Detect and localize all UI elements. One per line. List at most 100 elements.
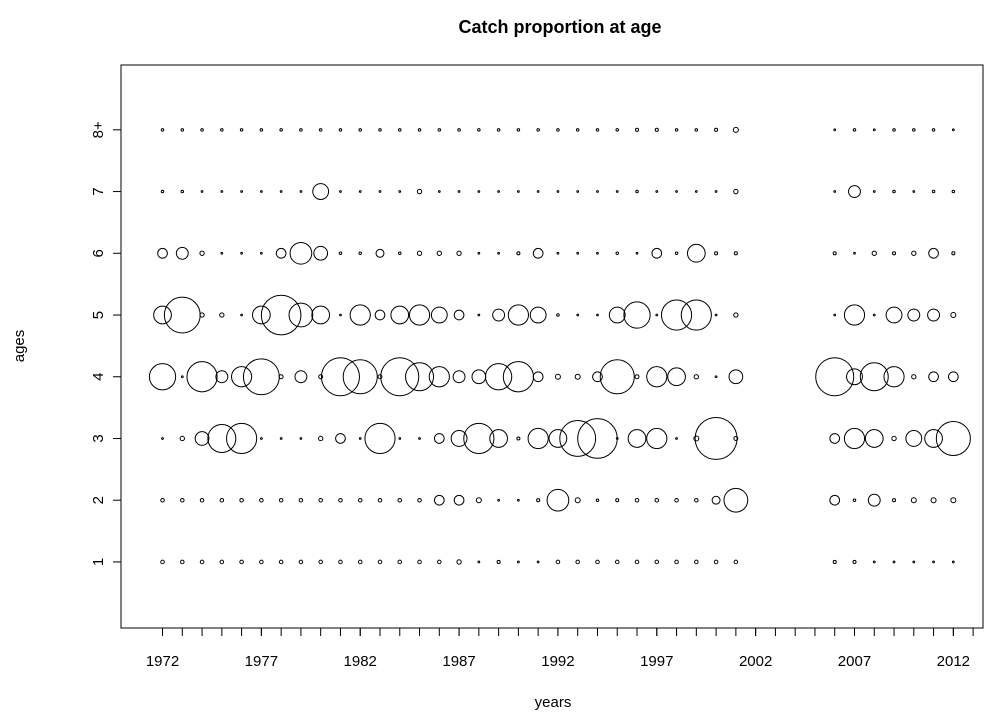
bubble	[693, 435, 700, 442]
bubble	[950, 497, 957, 504]
bubble	[577, 418, 618, 459]
bubble	[596, 251, 599, 255]
bubble	[596, 313, 599, 317]
bubble	[892, 189, 896, 194]
bubble	[456, 559, 462, 565]
bubble	[935, 420, 971, 457]
bubble	[358, 128, 362, 132]
bubble	[546, 488, 570, 512]
bubble	[675, 437, 678, 440]
bubble	[349, 304, 371, 326]
bubble	[207, 423, 237, 453]
bubble	[161, 437, 164, 440]
bubble	[635, 189, 639, 194]
bubble	[516, 436, 521, 441]
bubble	[833, 190, 837, 193]
bubble	[294, 370, 308, 384]
bubble	[219, 559, 225, 565]
bubble	[872, 128, 876, 132]
bubble	[853, 251, 856, 255]
bubble	[430, 306, 448, 324]
bubble	[615, 251, 619, 256]
bubble	[338, 251, 343, 256]
bubble	[194, 431, 210, 446]
bubble	[950, 312, 957, 319]
bubble	[576, 251, 580, 255]
bubble	[417, 128, 422, 132]
bubble	[872, 190, 876, 193]
bubble	[907, 308, 921, 322]
bubble	[318, 128, 323, 132]
bubble	[852, 128, 857, 132]
bubble	[651, 247, 663, 259]
bubble	[596, 190, 599, 193]
bubble	[200, 128, 204, 132]
bubble	[595, 128, 600, 132]
x-tick-label: 2012	[937, 653, 970, 670]
bubble	[829, 433, 841, 444]
bubble	[732, 126, 739, 133]
bubble	[930, 497, 937, 504]
bubble	[477, 128, 481, 132]
bubble	[397, 559, 403, 565]
bubble	[694, 417, 738, 460]
bubble	[390, 305, 410, 325]
bubble	[714, 190, 718, 193]
bubble	[536, 190, 540, 193]
bubble	[634, 559, 640, 565]
bubble	[714, 375, 718, 379]
bubble	[289, 241, 313, 265]
bubble	[436, 250, 442, 256]
bubble	[680, 299, 712, 331]
bubble	[318, 497, 323, 503]
bubble	[654, 127, 659, 132]
bubble	[891, 435, 897, 442]
bubble	[694, 497, 699, 503]
bubble	[259, 190, 263, 193]
bubble	[674, 559, 679, 565]
bubble	[220, 190, 224, 193]
bubble	[298, 497, 304, 503]
bubble	[951, 189, 956, 194]
bubble	[457, 190, 461, 193]
bubble	[592, 371, 603, 383]
bubble	[931, 189, 936, 194]
y-tick-label: 5	[90, 311, 107, 319]
bubble	[556, 313, 560, 317]
chart-title: Catch proportion at age	[458, 17, 661, 37]
bubble	[278, 374, 284, 380]
bubble	[574, 373, 581, 380]
bubble	[576, 313, 580, 317]
bubble	[654, 559, 660, 565]
bubble	[911, 374, 917, 380]
bubble	[713, 559, 719, 565]
bubble	[574, 497, 581, 504]
bubble	[180, 128, 185, 132]
x-tick-label: 1992	[541, 653, 574, 670]
bubble	[852, 559, 857, 564]
bubble	[433, 433, 445, 444]
x-tick-label: 1982	[344, 653, 377, 670]
bubble	[259, 559, 264, 565]
bubble	[554, 373, 561, 380]
bubble	[318, 374, 324, 380]
bubble	[924, 429, 943, 448]
bubble	[575, 559, 580, 565]
bubble	[675, 190, 678, 193]
bubble	[160, 128, 165, 132]
bubble	[532, 371, 544, 383]
bubble	[299, 437, 303, 440]
bubble	[240, 251, 243, 255]
bubble	[947, 371, 959, 383]
bubble	[375, 248, 385, 258]
bubble	[714, 251, 719, 256]
bubble	[452, 370, 466, 384]
bubble	[635, 251, 639, 255]
bubble	[433, 494, 445, 506]
bubble	[892, 128, 896, 132]
bubble	[153, 305, 172, 325]
y-tick-label: 3	[90, 434, 107, 442]
bubble	[885, 306, 903, 324]
y-axis-label: ages	[11, 330, 28, 363]
